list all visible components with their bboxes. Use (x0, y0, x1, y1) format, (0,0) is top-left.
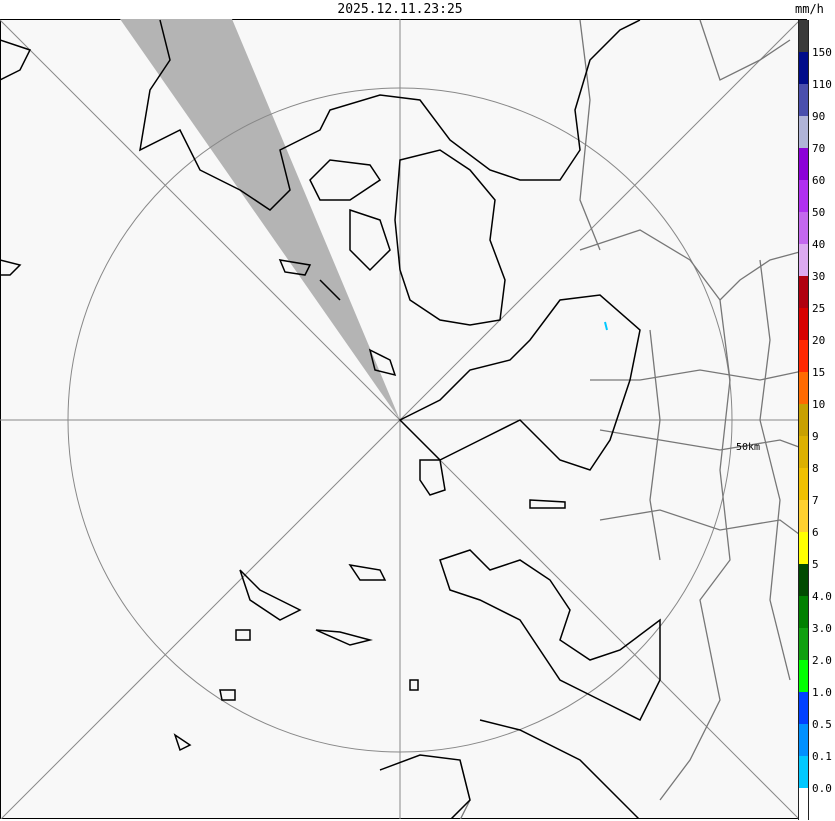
legend-label: 20 (812, 334, 826, 347)
legend-band (799, 788, 808, 821)
legend-band (799, 52, 808, 85)
legend-label: 0.1 (812, 750, 832, 763)
legend-label: 60 (812, 174, 826, 187)
legend-band (799, 244, 808, 277)
legend-band (799, 436, 808, 469)
timestamp: 2025.12.11.23:25 (337, 2, 463, 17)
admin-boundaries (459, 19, 807, 819)
legend-label: 0.5 (812, 718, 832, 731)
legend-band (799, 148, 808, 181)
legend-label: 8 (812, 462, 819, 475)
coastline (0, 19, 661, 819)
legend-label: 90 (812, 110, 826, 123)
legend-band (799, 596, 808, 629)
legend-label: 10 (812, 398, 826, 411)
radar-map[interactable]: 50km (0, 19, 807, 819)
legend-label: 30 (812, 270, 826, 283)
legend-band (799, 84, 808, 117)
legend-label: 15 (812, 366, 826, 379)
legend-label: 0.0 (812, 782, 832, 795)
legend-band (799, 212, 808, 245)
legend-band (799, 628, 808, 661)
legend-label: 110 (812, 78, 832, 91)
unit-label: mm/h (795, 2, 824, 16)
legend-label: 4.0 (812, 590, 832, 603)
legend-label: 70 (812, 142, 826, 155)
echo (604, 321, 608, 331)
legend-label: 7 (812, 494, 819, 507)
legend-label: 40 (812, 238, 826, 251)
legend-band (799, 532, 808, 565)
legend-band (799, 564, 808, 597)
legend-band (799, 468, 808, 501)
legend-band (799, 756, 808, 789)
legend-band (799, 180, 808, 213)
legend-band (799, 500, 808, 533)
legend-band (799, 660, 808, 693)
legend-label: 150 (812, 46, 832, 59)
legend-band (799, 404, 808, 437)
legend-label: 6 (812, 526, 819, 539)
legend-band (799, 340, 808, 373)
legend-band (799, 724, 808, 757)
legend-label: 5 (812, 558, 819, 571)
legend-label: 25 (812, 302, 826, 315)
legend-band (799, 20, 808, 53)
color-scale (798, 20, 809, 821)
legend-label: 3.0 (812, 622, 832, 635)
legend-band (799, 692, 808, 725)
legend-band (799, 308, 808, 341)
range-label: 50km (736, 442, 761, 453)
legend-band (799, 116, 808, 149)
legend-label: 9 (812, 430, 819, 443)
legend-label: 1.0 (812, 686, 832, 699)
blocked-sector (120, 19, 400, 420)
legend-band (799, 276, 808, 309)
legend-band (799, 372, 808, 405)
legend-label: 2.0 (812, 654, 832, 667)
legend-label: 50 (812, 206, 826, 219)
